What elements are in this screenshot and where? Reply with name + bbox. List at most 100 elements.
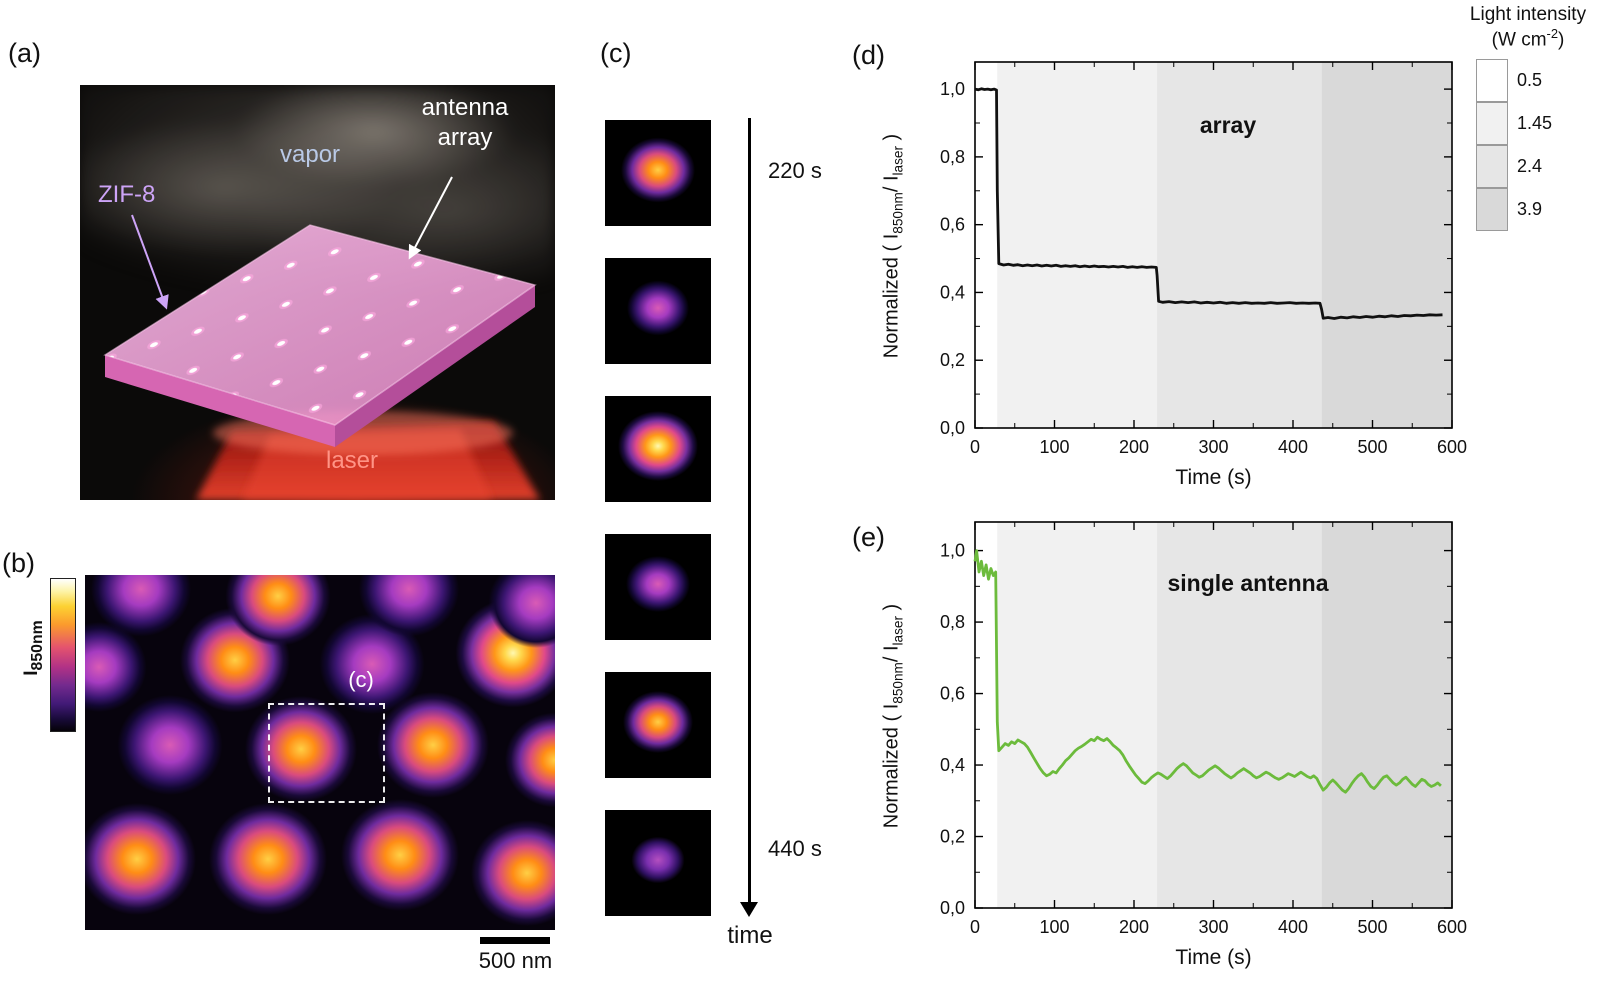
legend-units: (W cm-2) <box>1458 26 1598 51</box>
legend-item: 2.4 <box>1476 144 1598 188</box>
chart-d-y-axis-label: Normalized ( I850nm/ Ilaser ) <box>881 134 906 358</box>
antenna-spot <box>618 410 698 481</box>
ylabel-post: ) <box>880 133 903 147</box>
colorbar-label-subscript: 850nm <box>28 620 46 671</box>
legend-value: 3.9 <box>1517 199 1543 220</box>
intensity-region <box>1321 62 1452 428</box>
zif8-label: ZIF-8 <box>98 181 156 208</box>
time-series-frames <box>605 0 711 991</box>
plot-frame <box>974 61 1453 429</box>
nsom-frame-2 <box>605 258 711 364</box>
ylabel-pre: Normalized ( I <box>880 703 903 829</box>
nsom-scan-image: (c) <box>85 575 555 930</box>
x-tick-label: 0 <box>970 437 980 457</box>
ylabel-sub2: laser <box>890 616 906 646</box>
panel-d-label: (d) <box>852 40 885 70</box>
legend-units-post: ) <box>1558 29 1565 51</box>
legend-item: 0.5 <box>1476 58 1598 102</box>
y-tick-label: 0,2 <box>940 827 965 847</box>
y-tick-label: 0,8 <box>940 612 965 632</box>
nsom-frame-5 <box>605 672 711 778</box>
vapor-label: vapor <box>280 141 341 168</box>
intensity-region <box>1157 522 1322 908</box>
intensity-region <box>1157 62 1322 428</box>
legend-units-pre: (W cm <box>1491 29 1547 51</box>
antenna-hotspot <box>85 803 196 915</box>
laser-label: laser <box>326 447 379 474</box>
antenna-spot <box>623 690 693 753</box>
zif8-arrow <box>131 214 169 310</box>
intensity-region <box>975 522 998 908</box>
single-antenna-chart: 0 100 200 300 400 500 600 0,0 0,2 0,4 0,6 0,8 1,0 Tim… <box>940 521 1467 969</box>
antenna-hotspot <box>245 695 358 802</box>
intensity-region <box>1321 522 1452 908</box>
antenna-spot <box>621 137 695 203</box>
chart-e-series-title: single antenna <box>1167 570 1329 596</box>
time-arrow <box>748 118 751 904</box>
panel-c-label: (c) <box>600 38 632 68</box>
x-tick-label: 500 <box>1357 437 1387 457</box>
antenna-spot <box>627 280 689 336</box>
y-tick-label: 1,0 <box>940 79 965 99</box>
x-tick-label: 300 <box>1198 437 1228 457</box>
ylabel-pre: Normalized ( I <box>880 233 903 359</box>
y-tick-label: 0,4 <box>940 755 965 775</box>
data-series-line <box>974 87 1443 320</box>
data-series-line <box>973 549 1442 794</box>
x-axis-label: Time (s) <box>1175 466 1251 489</box>
ylabel-post: ) <box>880 603 903 617</box>
y-tick-label: 0,0 <box>940 418 965 438</box>
ylabel-mid: / I <box>880 175 903 193</box>
x-tick-label: 400 <box>1278 437 1308 457</box>
x-tick-label: 600 <box>1437 437 1467 457</box>
x-tick-label: 600 <box>1437 917 1467 937</box>
time-end-label: 440 s <box>768 836 822 861</box>
chip-3d-drawing <box>103 176 540 500</box>
antenna-chip-illustration: vapor antenna array ZIF-8 laser <box>80 85 555 500</box>
nsom-frame-1 <box>605 120 711 226</box>
time-start-label: 220 s <box>768 158 822 183</box>
inset-box-label: (c) <box>348 667 374 693</box>
antenna-array-label: antenna array <box>380 93 550 153</box>
nsom-frame-4 <box>605 534 711 640</box>
panel-b-label: (b) <box>2 548 35 578</box>
panel-e-label: (e) <box>852 522 885 552</box>
x-tick-label: 400 <box>1278 917 1308 937</box>
antenna-spot <box>630 835 686 885</box>
antenna-array-arrow <box>408 176 453 260</box>
intensity-region <box>975 62 998 428</box>
inset-selection-box <box>268 702 386 803</box>
slab-front-right-face <box>335 285 535 447</box>
nsom-frame-3 <box>605 396 711 502</box>
y-tick-label: 0,8 <box>940 147 965 167</box>
nsom-frame-6 <box>605 810 711 916</box>
time-axis-label: time <box>727 922 773 949</box>
x-axis-label: Time (s) <box>1175 946 1251 969</box>
chart-e-y-axis-label: Normalized ( I850nm/ Ilaser ) <box>881 604 906 828</box>
legend-value: 0.5 <box>1517 70 1543 91</box>
legend-swatch <box>1476 58 1508 102</box>
array-chart: 0 100 200 300 400 500 600 0,0 0,2 0,4 0,6 0,8 1,0 Tim… <box>940 61 1467 489</box>
y-tick-label: 0,6 <box>940 215 965 235</box>
antenna-array-label-line1: antenna <box>421 94 509 121</box>
x-tick-label: 200 <box>1119 917 1149 937</box>
slab-front-left-face <box>105 355 335 447</box>
x-tick-label: 100 <box>1039 437 1069 457</box>
legend-title: Light intensity <box>1469 4 1587 25</box>
antenna-hotspot <box>376 692 489 799</box>
legend-units-sup: -2 <box>1546 26 1559 41</box>
antenna-dot-array <box>105 225 535 425</box>
ylabel-sub2: laser <box>890 146 906 176</box>
antenna-hotspot <box>340 799 459 912</box>
scale-bar-label: 500 nm <box>478 948 553 973</box>
antenna-hotspot <box>505 712 555 808</box>
antenna-hotspot <box>470 820 555 927</box>
x-tick-label: 200 <box>1119 437 1149 457</box>
y-tick-label: 0,6 <box>940 684 965 704</box>
legend-value: 1.45 <box>1517 113 1553 134</box>
plot-frame <box>974 521 1453 909</box>
x-tick-label: 300 <box>1198 917 1228 937</box>
legend-value: 2.4 <box>1517 156 1543 177</box>
legend-swatch <box>1476 187 1508 231</box>
